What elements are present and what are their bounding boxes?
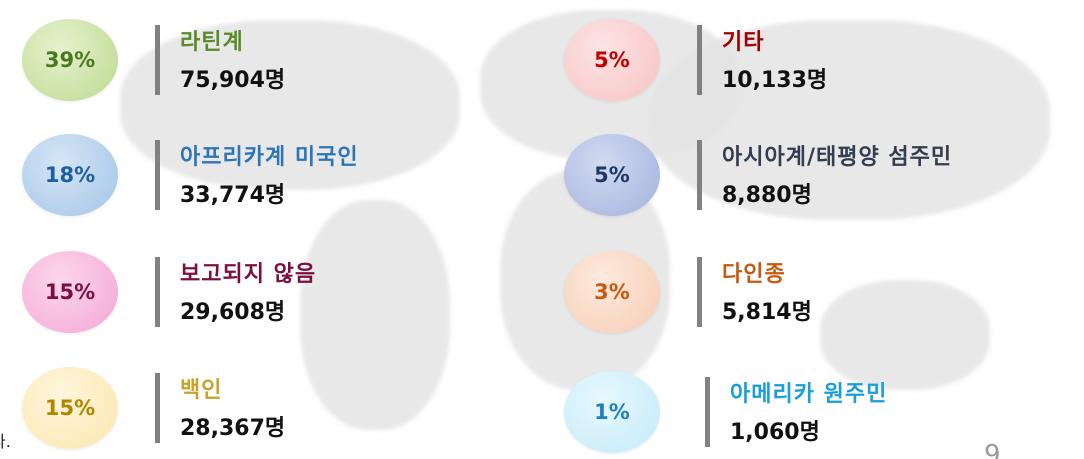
group-label: 라틴계	[180, 30, 244, 55]
map-shape	[300, 200, 450, 430]
group-label: 아시아계/태평양 섬주민	[722, 145, 953, 170]
group-count: 1,060명	[730, 420, 820, 445]
group-count: 28,367명	[180, 416, 286, 441]
group-count: 29,608명	[180, 300, 286, 325]
group-label: 보고되지 않음	[180, 262, 317, 287]
group-label: 아메리카 원주민	[730, 382, 888, 407]
percent-circle: 5%	[564, 19, 660, 101]
page-number: 9	[984, 440, 1001, 459]
group-count: 8,880명	[722, 183, 812, 208]
divider-bar	[697, 257, 702, 327]
group-label: 백인	[180, 378, 223, 403]
group-label: 기타	[722, 30, 765, 55]
percent-circle: 1%	[564, 371, 660, 453]
group-count: 5,814명	[722, 300, 812, 325]
divider-bar	[155, 140, 160, 210]
group-count: 10,133명	[722, 68, 828, 93]
percent-circle: 5%	[564, 134, 660, 216]
percent-circle: 3%	[564, 251, 660, 333]
percent-circle: 18%	[22, 134, 118, 216]
map-shape	[820, 280, 990, 390]
divider-bar	[155, 257, 160, 327]
text-fragment: 다.	[0, 432, 11, 451]
percent-circle: 39%	[22, 19, 118, 101]
group-count: 33,774명	[180, 183, 286, 208]
map-shape	[120, 20, 460, 190]
percent-circle: 15%	[22, 367, 118, 449]
group-count: 75,904명	[180, 68, 286, 93]
group-label: 아프리카계 미국인	[180, 145, 359, 170]
divider-bar	[155, 373, 160, 443]
divider-bar	[155, 25, 160, 95]
divider-bar	[697, 25, 702, 95]
divider-bar	[697, 140, 702, 210]
group-label: 다인종	[722, 262, 786, 287]
divider-bar	[705, 377, 710, 447]
map-shape	[650, 20, 1050, 220]
percent-circle: 15%	[22, 251, 118, 333]
